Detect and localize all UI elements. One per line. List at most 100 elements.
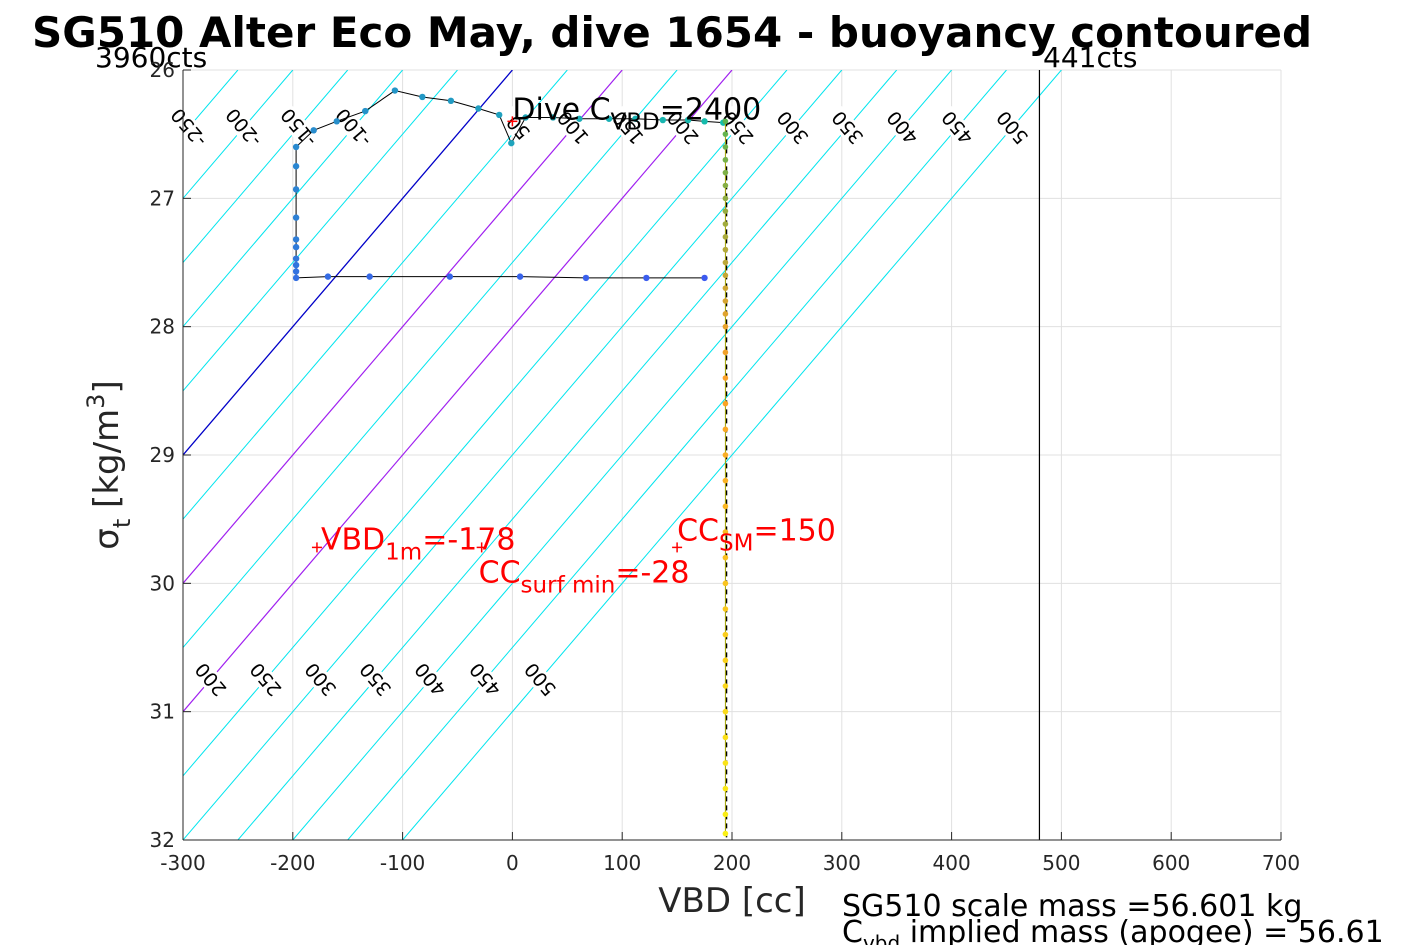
dive-track-point bbox=[292, 163, 300, 170]
cc-sm-label-rest: =150 bbox=[753, 513, 835, 548]
dive-track-point bbox=[362, 107, 369, 115]
climb-track-point bbox=[722, 182, 729, 189]
climb-track-point bbox=[722, 830, 729, 837]
climb-track-point bbox=[722, 131, 729, 137]
dive-track-point bbox=[632, 115, 639, 122]
chart-title: SG510 Alter Eco May, dive 1654 - buoyanc… bbox=[32, 8, 1312, 57]
climb-track-point bbox=[722, 760, 729, 766]
y-label-close: ] bbox=[87, 380, 127, 393]
climb-track-point bbox=[722, 323, 729, 330]
contour-line bbox=[183, 70, 349, 264]
cc-surf-label-rest: =-28 bbox=[615, 555, 689, 590]
contour-label-bg bbox=[222, 106, 264, 150]
climb-track-point bbox=[722, 349, 729, 356]
dive-track-point bbox=[582, 274, 590, 282]
climb-track-point bbox=[722, 580, 729, 587]
contour-line bbox=[183, 70, 623, 585]
climb-track-point bbox=[722, 811, 729, 818]
y-tick-label: 31 bbox=[150, 700, 175, 724]
dive-c-label: Dive CVBD=2400 bbox=[512, 92, 761, 135]
reference-lines bbox=[725, 70, 1041, 840]
dive-track-point bbox=[391, 87, 399, 94]
x-tick-label: 300 bbox=[823, 851, 861, 875]
dive-track-point bbox=[447, 97, 455, 105]
y-tick-label: 28 bbox=[150, 315, 175, 339]
contour-label-bg bbox=[936, 106, 978, 150]
contour-line bbox=[183, 70, 568, 520]
dive-track-point bbox=[324, 273, 332, 280]
x-tick-label: 700 bbox=[1262, 851, 1300, 875]
dive-track-point bbox=[701, 274, 708, 282]
y-tick-label: 26 bbox=[150, 58, 175, 82]
contour-label-bg bbox=[716, 106, 759, 150]
climb-track-point bbox=[722, 157, 729, 163]
x-tick-label: -300 bbox=[160, 851, 205, 875]
climb-track-point bbox=[722, 657, 729, 664]
dive-c-label-main: Dive C bbox=[512, 92, 610, 127]
dive-tracks bbox=[292, 87, 729, 837]
vbd1m-label-main: VBD bbox=[321, 522, 385, 557]
x-tick-label: 600 bbox=[1152, 851, 1190, 875]
cc-sm-label: CCSM=150 bbox=[677, 513, 836, 556]
dive-track-point bbox=[643, 274, 650, 282]
dive-track-point bbox=[701, 118, 708, 125]
contour-label-bg bbox=[167, 106, 210, 150]
dive-track-point bbox=[292, 214, 300, 221]
cc-surf-label: CCsurf min=-28 bbox=[479, 555, 690, 598]
climb-track-point bbox=[722, 169, 729, 176]
x-tick-label: 200 bbox=[713, 851, 751, 875]
dive-track-point bbox=[292, 268, 300, 275]
dive-track-point bbox=[292, 243, 300, 251]
contour-label-bg bbox=[771, 106, 813, 150]
y-label-sigma: σ bbox=[87, 528, 127, 550]
climb-track-point bbox=[722, 400, 729, 407]
x-tick-label: -200 bbox=[270, 851, 315, 875]
dive-track-point bbox=[446, 273, 454, 280]
dive-track-point bbox=[292, 261, 300, 269]
x-tick-label: 100 bbox=[603, 851, 641, 875]
contour-label-bg bbox=[607, 106, 649, 150]
climb-track-point bbox=[722, 195, 729, 202]
contour-label-bg bbox=[519, 657, 561, 702]
dive-track-point bbox=[576, 115, 583, 122]
climb-track-point bbox=[722, 606, 729, 612]
dive-c-label-sub: VBD bbox=[611, 109, 660, 135]
y-axis-label: σt [kg/m3] bbox=[82, 380, 136, 549]
contour-line bbox=[183, 70, 458, 392]
y-tick-label: 32 bbox=[150, 828, 175, 852]
climb-track-point bbox=[722, 529, 729, 535]
contour-label-bg bbox=[826, 106, 868, 150]
y-label-unit: [kg/m bbox=[87, 409, 127, 508]
contour-label-bg bbox=[497, 106, 539, 150]
dive-track-point bbox=[508, 139, 515, 147]
climb-track-point bbox=[722, 246, 729, 253]
climb-track-point bbox=[722, 311, 729, 317]
contour-line bbox=[402, 70, 1062, 840]
x-axis-ticks: -300 -200 -100 0 100 200 300 400 500 600 700 bbox=[160, 832, 1300, 875]
climb-track-point bbox=[722, 298, 729, 304]
climb-track-point bbox=[722, 785, 729, 792]
dive-track-point bbox=[292, 143, 300, 151]
contour-label-bg bbox=[409, 657, 451, 702]
contour-line bbox=[183, 70, 678, 649]
vbd1m-label-rest: =-178 bbox=[422, 522, 515, 557]
cc-surf-label-main: CC bbox=[479, 555, 521, 590]
scale-mass-text: SG510 scale mass =56.601 kg bbox=[842, 889, 1302, 924]
contour-label-bg bbox=[552, 106, 594, 150]
x-tick-label: -100 bbox=[380, 851, 425, 875]
dive-track-point bbox=[549, 114, 557, 121]
contour-line bbox=[183, 70, 403, 328]
dive-c-label-rest: =2400 bbox=[660, 92, 761, 127]
y-tick-label: 29 bbox=[150, 443, 175, 467]
dive-track-point bbox=[684, 116, 692, 124]
y-label-sub: t bbox=[108, 519, 136, 528]
climb-track-point bbox=[722, 452, 729, 458]
dive-track-point bbox=[292, 274, 300, 282]
climb-track-point bbox=[722, 426, 729, 433]
contour-label-bg bbox=[354, 657, 396, 702]
contour-label-bg bbox=[881, 106, 923, 150]
implied-mass-rest: implied mass (apogee) = 56.61 bbox=[900, 915, 1384, 945]
implied-mass-sub: vbd bbox=[863, 931, 900, 945]
